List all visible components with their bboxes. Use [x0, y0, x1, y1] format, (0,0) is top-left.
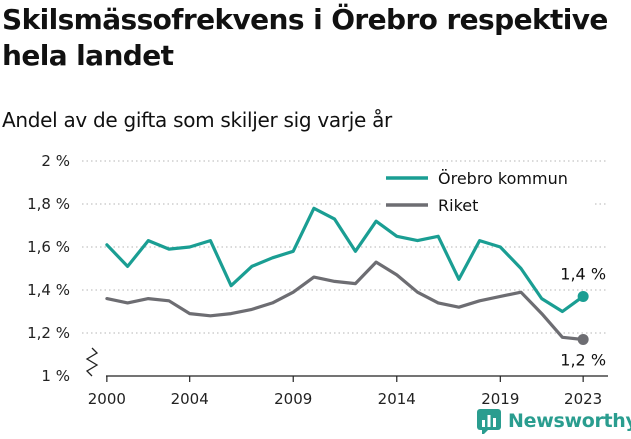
x-tick-label: 2014 — [378, 390, 416, 408]
chart-subtitle: Andel av de gifta som skiljer sig varje … — [2, 108, 392, 132]
end-labels: 1,4 % 1,2 % — [560, 264, 606, 369]
newsworthy-logo-icon — [477, 409, 501, 434]
end-point-marker — [577, 290, 589, 302]
y-tick-label: 1,6 % — [27, 238, 70, 256]
x-tick-label: 2000 — [88, 390, 126, 408]
y-tick-label: 1,2 % — [27, 324, 70, 342]
x-tick-label: 2023 — [564, 390, 602, 408]
brand-name: Newsworthy — [508, 410, 631, 432]
newsworthy-brand: Newsworthy — [476, 404, 631, 438]
series-line-orebro — [105, 206, 585, 314]
legend: Örebro kommun Riket — [382, 168, 592, 217]
legend-background — [382, 195, 592, 217]
end-point-marker — [577, 333, 589, 345]
legend-label: Örebro kommun — [438, 169, 568, 188]
x-tick-label: 2019 — [481, 390, 519, 408]
y-tick-label: 1,4 % — [27, 281, 70, 299]
end-value-label: 1,4 % — [560, 264, 606, 283]
legend-background — [382, 168, 592, 190]
x-tick-label: 2009 — [274, 390, 312, 408]
axes: 1 % 1,2 % 1,4 % 1,6 % 1,8 % 2 % 2000 2004 2009 20… — [27, 152, 608, 408]
x-tick-label: 2004 — [171, 390, 209, 408]
series-line-riket — [105, 260, 585, 342]
y-tick-label: 1,8 % — [27, 195, 70, 213]
end-value-label: 1,2 % — [560, 350, 606, 369]
chart-title: Skilsmässofrekvens i Örebro respektive h… — [2, 3, 608, 72]
y-tick-label: 2 % — [41, 152, 70, 170]
y-tick-label: 1 % — [41, 367, 70, 385]
series-lines — [105, 206, 589, 345]
legend-label: Riket — [438, 196, 478, 215]
axis-break-icon — [85, 347, 99, 377]
